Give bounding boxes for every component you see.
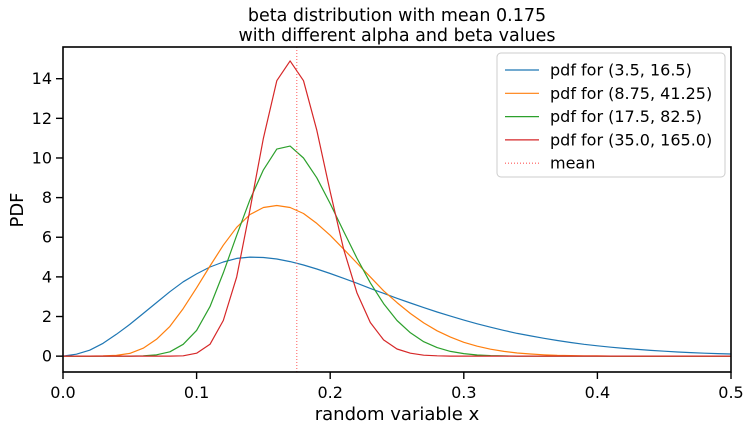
chart-title-line-1: beta distribution with mean 0.175	[248, 6, 546, 26]
y-tick-label: 0	[42, 347, 52, 366]
series-line-1	[62, 256, 732, 357]
y-tick-label: 10	[32, 148, 52, 167]
x-tick-label: 0.2	[317, 383, 342, 402]
plot-frame	[62, 46, 732, 373]
y-tick-label: 4	[42, 267, 52, 286]
x-tick-label: 0.5	[718, 383, 743, 402]
series-layer	[62, 60, 732, 357]
y-tick-label: 2	[42, 307, 52, 326]
series-line-4	[63, 60, 731, 357]
legend-label-2: pdf for (8.75, 41.25)	[550, 84, 712, 103]
legend-label-3: pdf for (17.5, 82.5)	[550, 107, 702, 126]
chart-title-line-2: with different alpha and beta values	[238, 26, 555, 46]
x-tick-label: 0.4	[585, 383, 610, 402]
legend-label-5: mean	[550, 154, 595, 173]
x-tick-label: 0.1	[184, 383, 209, 402]
x-tick-label: 0.0	[50, 383, 75, 402]
legend-box	[496, 52, 726, 178]
y-axis-ticks: 0 2 4 6 8 10 12 14	[32, 69, 63, 366]
y-tick-label: 8	[42, 188, 52, 207]
y-tick-label: 6	[42, 228, 52, 247]
legend: pdf for (3.5, 16.5) pdf for (8.75, 41.25)…	[496, 52, 726, 178]
y-tick-label: 14	[32, 69, 52, 88]
legend-label-1: pdf for (3.5, 16.5)	[550, 61, 692, 80]
y-tick-label: 12	[32, 109, 52, 128]
y-axis-label: PDF	[7, 192, 28, 227]
legend-label-4: pdf for (35.0, 165.0)	[550, 130, 712, 149]
x-axis-ticks: 0.0 0.1 0.2 0.3 0.4 0.5	[50, 372, 744, 402]
x-axis-label: random variable x	[315, 404, 480, 425]
x-tick-label: 0.3	[451, 383, 476, 402]
